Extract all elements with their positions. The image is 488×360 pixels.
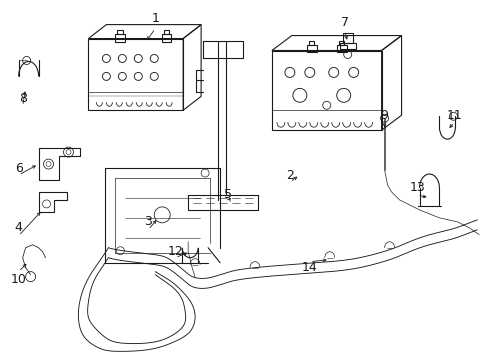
Text: 3: 3 (144, 215, 152, 228)
Text: 8: 8 (19, 92, 26, 105)
Text: 12: 12 (167, 245, 183, 258)
Text: 11: 11 (446, 109, 461, 122)
Text: 7: 7 (340, 16, 348, 29)
Text: 13: 13 (409, 181, 425, 194)
Text: 2: 2 (285, 168, 293, 181)
Text: 9: 9 (380, 109, 388, 122)
Text: 14: 14 (301, 261, 317, 274)
Text: 10: 10 (11, 273, 26, 286)
Text: 4: 4 (15, 221, 22, 234)
Text: 1: 1 (151, 12, 159, 25)
Text: 5: 5 (224, 188, 232, 202)
Text: 6: 6 (15, 162, 22, 175)
